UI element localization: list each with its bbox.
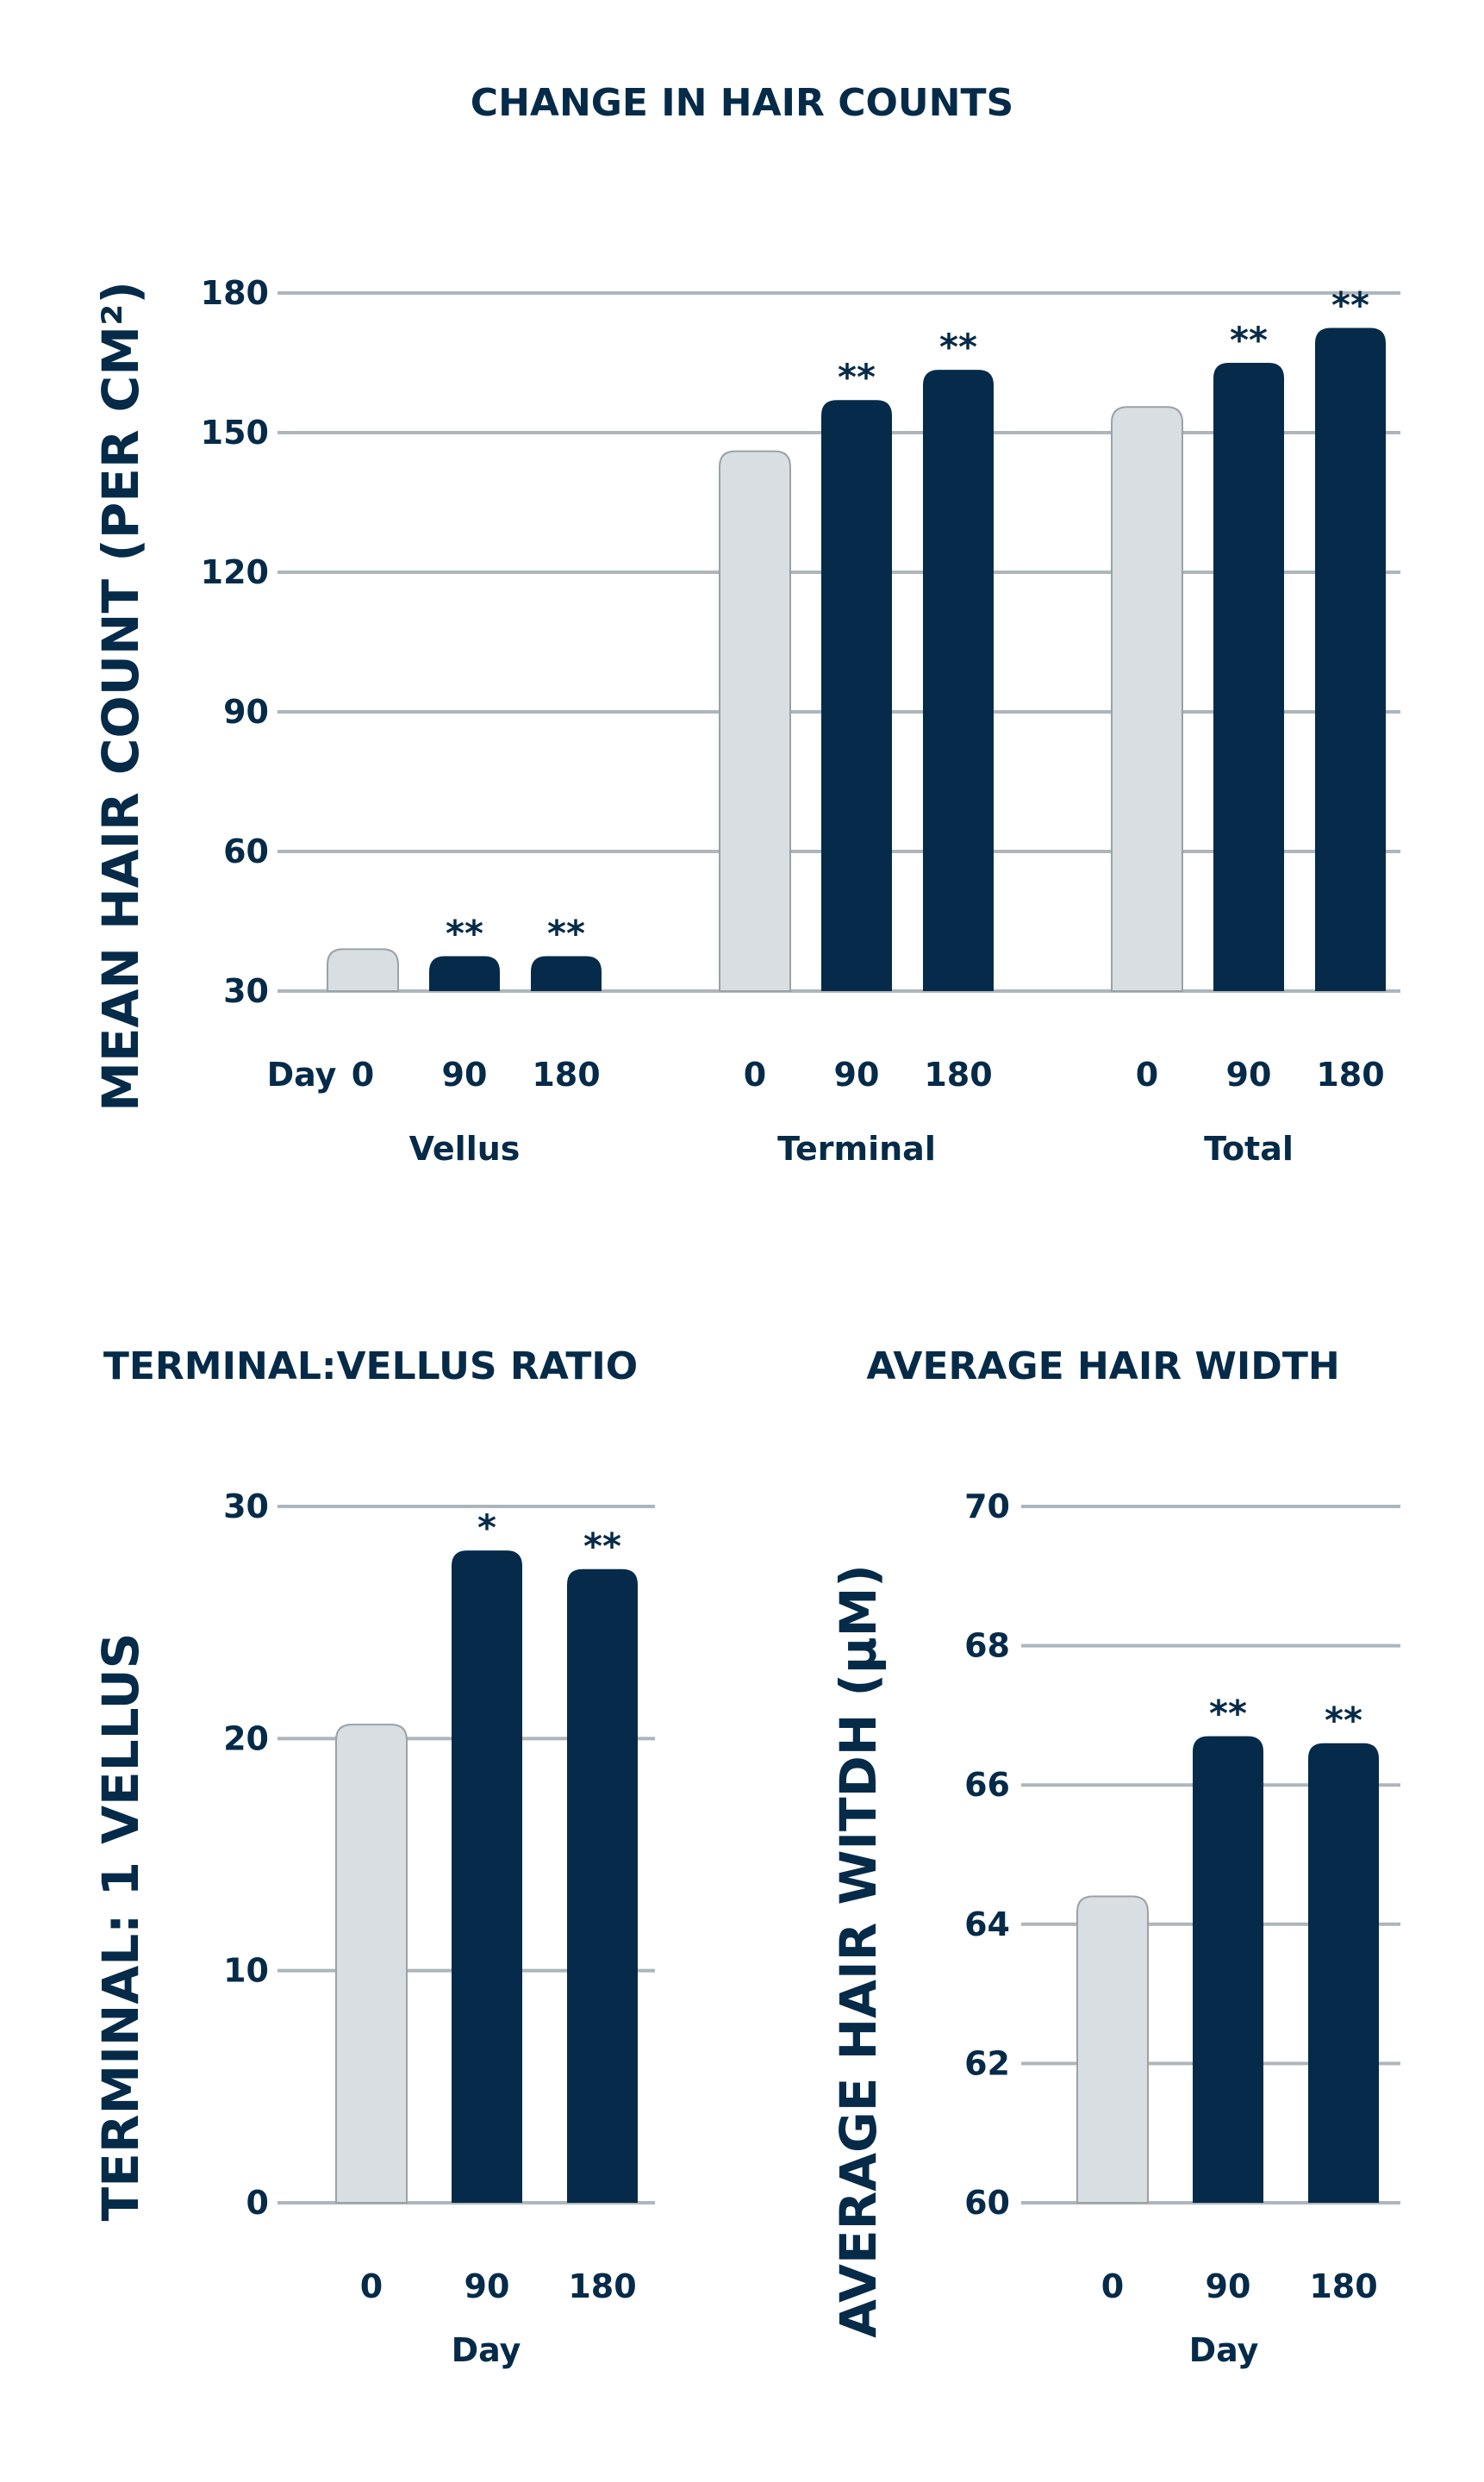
chart3-xtick-label: 180 (1309, 2267, 1377, 2305)
chart3-bar (1193, 1736, 1263, 2203)
chart3-bar (1076, 1895, 1149, 2204)
chart1-ytick-label: 150 (201, 414, 269, 452)
chart2-ytick-label: 10 (223, 1952, 269, 1990)
chart1-bar (327, 948, 399, 992)
chart2-ytick-label: 20 (223, 1719, 269, 1757)
chart1-bar (719, 450, 791, 992)
chart2-title: TERMINAL:VELLUS RATIO (103, 1344, 638, 1388)
chart2-significance-label: * (477, 1506, 496, 1549)
chart1-xtick-label: 0 (1136, 1056, 1158, 1094)
chart2-xtick-label: 0 (360, 2267, 383, 2305)
chart1-bar (1315, 327, 1386, 991)
chart1-group-label: Total (1204, 1130, 1294, 1168)
chart1-xtick-label: 90 (834, 1056, 880, 1094)
chart1-bar (923, 370, 994, 992)
chart3-xtick-label: 90 (1206, 2267, 1251, 2305)
chart1-ylabel: MEAN HAIR COUNT (PER CM²) (91, 281, 150, 1112)
chart3-plot: 70 68 66 64 62 60 0 ** 90 ** 180 (964, 1487, 1400, 2305)
chart1-ytick-label: 180 (201, 274, 269, 312)
chart1-ytick-label: 30 (223, 972, 269, 1010)
chart3-ytick-label: 64 (964, 1905, 1010, 1943)
chart1-group-label: Vellus (409, 1130, 521, 1168)
chart1-xtick-label: 180 (1316, 1056, 1384, 1094)
chart1-ytick-label: 60 (223, 833, 269, 870)
chart1-xtick-label: 90 (1226, 1056, 1272, 1094)
chart1-bar (1213, 363, 1284, 991)
chart3-title: AVERAGE HAIR WIDTH (866, 1344, 1339, 1388)
chart2-plot: 30 20 10 0 0 * 90 ** 180 (223, 1487, 655, 2305)
chart1-title: CHANGE IN HAIR COUNTS (471, 81, 1013, 125)
chart1-xtick-label: 0 (744, 1056, 766, 1094)
chart1-xtick-label: 90 (442, 1056, 488, 1094)
chart2-bar (335, 1724, 408, 2204)
chart1-significance-label: ** (939, 326, 977, 368)
chart1-xtick-label: 0 (352, 1056, 374, 1094)
chart1-ytick-label: 90 (223, 693, 269, 731)
chart1-bar (1111, 406, 1183, 992)
chart3-ytick-label: 60 (964, 2184, 1010, 2222)
chart3-xtick-label: 0 (1101, 2267, 1124, 2305)
chart3-ytick-label: 62 (964, 2044, 1010, 2082)
chart3-ylabel: AVERAGE HAIR WITDH (µM) (829, 1564, 888, 2338)
chart2-bar (567, 1568, 638, 2203)
chart1-xtick-label: 180 (532, 1056, 600, 1094)
chart1-significance-label: ** (838, 356, 876, 398)
chart1-bar (531, 956, 602, 991)
chart1-xtick-label: 180 (924, 1056, 992, 1094)
chart2-ytick-label: 30 (223, 1487, 269, 1525)
chart3-significance-label: ** (1209, 1693, 1247, 1735)
chart2-bar (452, 1550, 522, 2203)
chart2-xtick-label: 180 (568, 2267, 636, 2305)
chart2-significance-label: ** (583, 1525, 621, 1568)
chart3-ytick-label: 68 (964, 1627, 1010, 1665)
chart1-significance-label: ** (1331, 284, 1369, 327)
chart2-ytick-label: 0 (246, 2184, 269, 2222)
chart1-ytick-label: 120 (201, 553, 269, 591)
chart2-ylabel: TERMINAL: 1 VELLUS (91, 1633, 150, 2222)
chart1-significance-label: ** (446, 913, 483, 955)
chart1-bar (821, 400, 892, 991)
chart1-plot: 180 150 120 90 60 30 0 ** 90 ** 180 0 ** 90 ** 180 0 ** 90… (201, 274, 1400, 1168)
chart1-group-label: Terminal (777, 1130, 936, 1168)
chart3-significance-label: ** (1325, 1699, 1362, 1742)
chart3-ytick-label: 70 (964, 1487, 1010, 1525)
chart1-significance-label: ** (547, 913, 585, 955)
chart1-significance-label: ** (1230, 319, 1268, 361)
chart3-bar (1308, 1743, 1379, 2203)
chart1-bar (429, 956, 500, 991)
chart3-ytick-label: 66 (964, 1766, 1010, 1804)
chart1-xlabel-prefix: Day (267, 1056, 337, 1094)
chart3-xlabel: Day (1189, 2331, 1259, 2369)
chart2-xlabel: Day (452, 2331, 521, 2369)
chart2-xtick-label: 90 (465, 2267, 510, 2305)
